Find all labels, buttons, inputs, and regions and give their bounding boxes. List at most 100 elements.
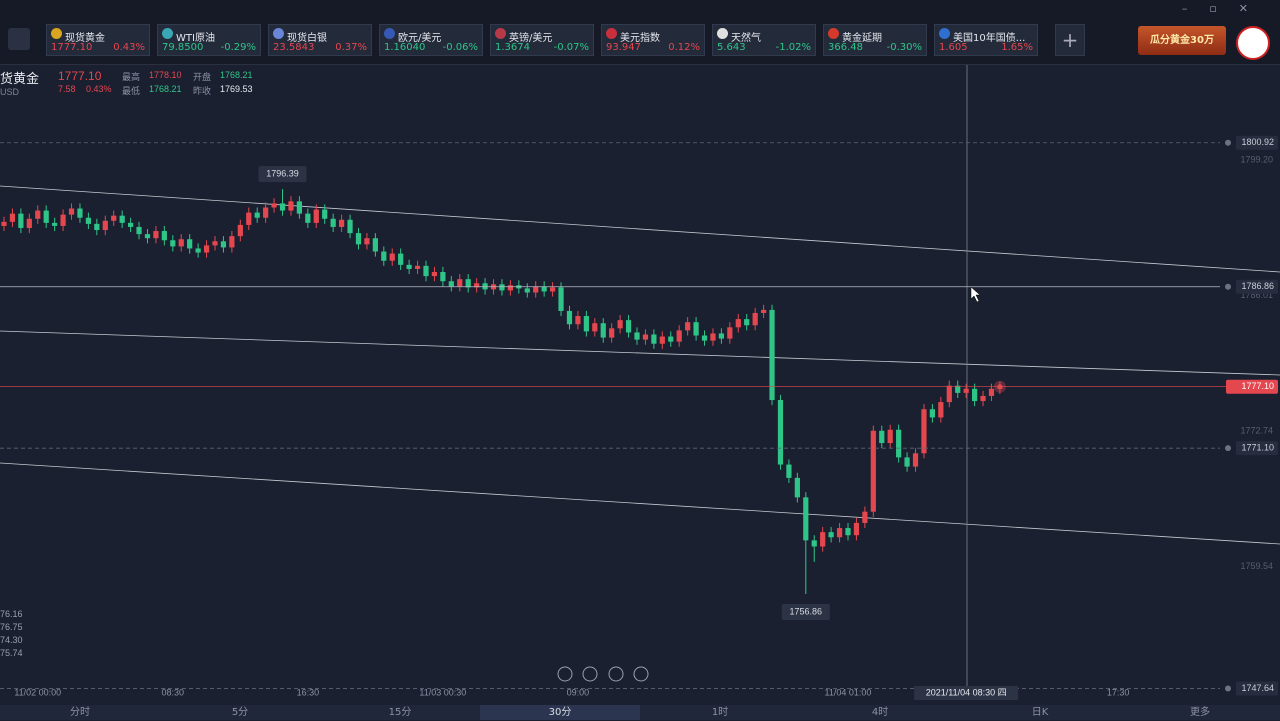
- candle-body: [136, 226, 142, 235]
- candle-body: [423, 265, 429, 277]
- price-label-bg: [1236, 441, 1278, 456]
- timeframe-tab[interactable]: 更多: [1190, 707, 1210, 718]
- candle-body: [482, 283, 488, 290]
- candle-body: [558, 287, 564, 311]
- ticker-name: 天然气: [731, 33, 761, 44]
- candle-body: [406, 264, 412, 269]
- candle-body: [870, 430, 876, 512]
- window-controls[interactable]: –▫✕: [1181, 2, 1270, 15]
- timeframe-tab[interactable]: 1时: [711, 707, 729, 718]
- candle-body: [279, 203, 286, 211]
- candle-body: [52, 222, 58, 226]
- timeframe-tab[interactable]: 5分: [231, 707, 249, 718]
- candle-body: [85, 217, 91, 224]
- candle-body: [431, 272, 438, 277]
- candle-body: [600, 323, 606, 338]
- price-label: 1747.64: [1241, 683, 1274, 693]
- candle-body: [339, 219, 345, 227]
- ticker-tab[interactable]: 美元指数 93.947 0.12%: [601, 24, 705, 56]
- candle-body: [322, 209, 328, 219]
- candle-body: [119, 215, 125, 223]
- trend-line: [0, 330, 1280, 376]
- candle-body: [440, 272, 446, 282]
- annotation: 1796.39: [266, 169, 299, 179]
- price: 1777.10: [58, 69, 102, 83]
- nav-buttons[interactable]: [557, 666, 649, 682]
- zoom-in[interactable]: [633, 666, 649, 682]
- candle-body: [777, 400, 784, 465]
- candle-body: [752, 312, 758, 326]
- ticker-tab[interactable]: 美国10年国债... 1.605 1.65%: [934, 24, 1038, 56]
- candle-body: [355, 233, 362, 245]
- candle-body: [474, 283, 480, 288]
- zoom-out[interactable]: [557, 666, 573, 682]
- ticker-name: WTI原油: [176, 33, 215, 44]
- candle-body: [929, 409, 935, 418]
- candle-body: [288, 201, 294, 211]
- axis-label: 76.16: [0, 609, 23, 619]
- ticker-change: 0.37%: [335, 42, 367, 53]
- candle-body: [896, 429, 902, 458]
- candle-body: [609, 328, 615, 338]
- crosshair-label: 2021/11/04 08:30 四: [926, 687, 1007, 697]
- candle-body: [389, 253, 395, 261]
- timeframe-tab[interactable]: 4时: [871, 707, 889, 718]
- ticker-price: 93.947: [606, 42, 641, 53]
- candle-body: [988, 388, 995, 396]
- add-button[interactable]: +: [1055, 24, 1085, 56]
- candle-body: [651, 334, 657, 344]
- candle-body: [128, 222, 134, 227]
- banner[interactable]: 瓜分黄金30万: [1138, 26, 1226, 55]
- timeframe-tab[interactable]: 日K: [1031, 707, 1049, 718]
- candle-body: [102, 220, 108, 231]
- icon: [384, 28, 395, 39]
- alert-bell: [1225, 445, 1231, 452]
- alert-bell: [1225, 283, 1231, 290]
- candle-body: [946, 385, 952, 403]
- logo[interactable]: [1236, 26, 1270, 60]
- x-tick-label: 11/02 00:00: [14, 687, 61, 697]
- x-tick-label: 16:30: [297, 687, 320, 697]
- candle-body: [659, 336, 665, 344]
- candle-body: [938, 402, 944, 418]
- candle-body: [811, 540, 817, 547]
- timeframe-tab[interactable]: 15分: [388, 707, 412, 718]
- ticker-change: -0.07%: [553, 42, 589, 53]
- candle-body: [625, 320, 632, 333]
- candle-body: [111, 215, 117, 221]
- ticker-tab[interactable]: 欧元/美元 1.16040 -0.06%: [379, 24, 483, 56]
- ticker-tab[interactable]: WTI原油 79.8500 -0.29%: [157, 24, 261, 56]
- prev[interactable]: [582, 666, 598, 682]
- label: 开盘: [193, 72, 212, 82]
- timeframe-tab[interactable]: 分时: [70, 707, 90, 718]
- ticker-price: 1.3674: [495, 42, 530, 53]
- candle-body: [465, 279, 471, 288]
- ticker-change: 0.43%: [113, 42, 145, 53]
- axis-label: 74.30: [0, 635, 23, 645]
- x-tick-label: 11/03 00:30: [419, 687, 466, 697]
- menu-button[interactable]: [8, 28, 30, 50]
- currency: USD: [0, 87, 20, 97]
- ticker-tab[interactable]: 天然气 5.643 -1.02%: [712, 24, 816, 56]
- label: 昨收: [193, 86, 212, 96]
- candle-body: [735, 319, 741, 328]
- axis-label: 75.74: [0, 648, 23, 658]
- candle-body: [305, 213, 311, 223]
- next[interactable]: [608, 666, 624, 682]
- candle-body: [254, 212, 260, 218]
- timeframe-tab[interactable]: 30分: [480, 705, 640, 720]
- candle-body: [212, 241, 218, 246]
- candle-body: [414, 265, 421, 269]
- candle-body: [794, 477, 800, 498]
- ticker-tab[interactable]: 英镑/美元 1.3674 -0.07%: [490, 24, 594, 56]
- ticker-tab[interactable]: 现货白银 23.5843 0.37%: [268, 24, 372, 56]
- ticker-tab[interactable]: 黄金延期 366.48 -0.30%: [823, 24, 927, 56]
- price-label: 1800.92: [1241, 137, 1274, 147]
- price-label-bg: [1236, 279, 1278, 294]
- y-tick-label: 1772.74: [1240, 426, 1273, 436]
- ticker-tab[interactable]: 现货黄金 1777.10 0.43%: [46, 24, 150, 56]
- symbol[interactable]: 货黄金: [0, 71, 40, 86]
- candle-body: [912, 453, 919, 467]
- annotation-bg: [258, 166, 307, 183]
- candle-body: [693, 322, 699, 336]
